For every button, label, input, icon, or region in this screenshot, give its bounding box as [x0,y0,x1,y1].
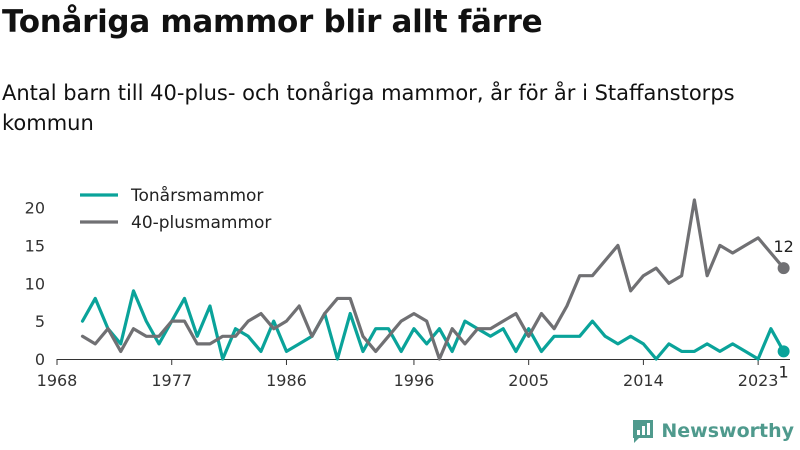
x-tick-label: 1977 [151,371,192,390]
series-end-label-1: 12 [773,237,793,256]
x-tick-label: 2023 [738,371,779,390]
legend-label-0: Tonårsmammor [130,185,263,206]
series-end-label-0: 1 [779,362,789,381]
page-subtitle: Antal barn till 40-plus- och tonåriga ma… [2,81,735,135]
page-title: Tonåriga mammor blir allt färre [2,4,543,40]
x-tick-label: 1986 [266,371,307,390]
y-tick-label: 5 [35,312,45,331]
series-line-1 [80,198,786,361]
brand-logo: Newsworthy [631,418,794,444]
series-end-marker-0 [777,345,790,358]
x-tick-label: 2014 [623,371,664,390]
series-end-marker-1 [777,262,790,275]
brand-name: Newsworthy [661,420,794,442]
x-tick-label: 1968 [37,371,78,390]
legend-label-1: 40-plusmammor [131,213,271,233]
x-tick-label: 2005 [508,371,549,390]
legend-background [70,178,290,240]
y-tick-label: 10 [25,274,45,293]
y-tick-label: 0 [35,350,45,369]
y-tick-label: 20 [25,199,45,218]
x-tick-label: 1996 [394,371,435,390]
newsworthy-logo-icon [633,420,654,443]
y-tick-label: 15 [25,236,45,255]
